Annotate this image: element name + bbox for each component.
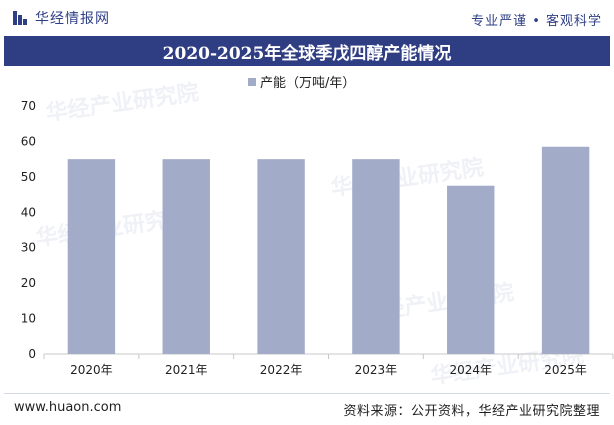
legend-swatch xyxy=(248,78,256,86)
x-tick-label: 2024年 xyxy=(449,363,492,377)
bar xyxy=(162,159,210,354)
bar xyxy=(352,159,400,354)
y-tick-label: 50 xyxy=(21,170,36,184)
y-tick-label: 30 xyxy=(21,241,36,255)
x-tick-label: 2020年 xyxy=(70,363,113,377)
y-tick-label: 10 xyxy=(21,312,36,326)
title-bar: 2020-2025年全球季戊四醇产能情况 xyxy=(4,36,610,66)
bar xyxy=(67,159,116,354)
x-tick-label: 2023年 xyxy=(355,363,398,377)
y-tick-label: 40 xyxy=(21,205,36,219)
bar xyxy=(257,159,305,354)
x-tick-label: 2025年 xyxy=(544,363,587,377)
bar xyxy=(541,146,590,354)
bar xyxy=(447,185,495,354)
x-tick-label: 2022年 xyxy=(260,363,303,377)
y-tick-label: 60 xyxy=(21,134,36,148)
legend-label: 产能（万吨/年） xyxy=(260,76,355,91)
legend[interactable]: 产能（万吨/年） xyxy=(248,76,355,91)
website-link[interactable]: www.huaon.com xyxy=(14,400,122,415)
y-tick-label: 70 xyxy=(21,99,36,113)
brand-name: 华经情报网 xyxy=(35,11,110,27)
bar-logo-icon xyxy=(12,10,28,26)
footer-divider xyxy=(4,393,610,394)
brand[interactable]: 华经情报网 xyxy=(12,9,110,27)
chart-title: 2020-2025年全球季戊四醇产能情况 xyxy=(162,43,452,64)
y-tick-label: 20 xyxy=(21,276,36,290)
top-bar: 华经情报网 专业严谨 • 客观科学 xyxy=(0,0,614,36)
y-tick-label: 0 xyxy=(28,347,36,361)
x-tick-label: 2021年 xyxy=(165,363,208,377)
tagline: 专业严谨 • 客观科学 xyxy=(471,14,602,29)
bar-chart: 产能（万吨/年） 0 10 20 30 40 50 60 70 2020年 2021年 2022年 20… xyxy=(21,76,614,377)
source-note: 资料来源：公开资料，华经产业研究院整理 xyxy=(343,404,600,419)
